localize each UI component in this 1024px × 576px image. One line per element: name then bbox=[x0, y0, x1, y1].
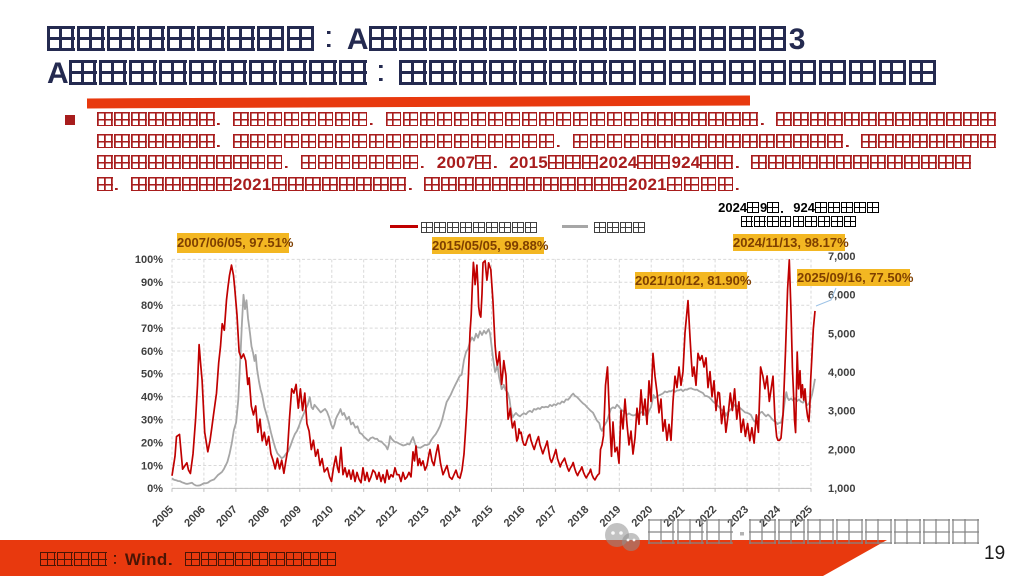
svg-text:30%: 30% bbox=[141, 415, 163, 427]
svg-text:40%: 40% bbox=[141, 392, 163, 404]
svg-text:2010: 2010 bbox=[310, 504, 336, 530]
svg-text:80%: 80% bbox=[141, 300, 163, 312]
svg-text:2014: 2014 bbox=[438, 503, 464, 529]
svg-text:2006: 2006 bbox=[182, 504, 208, 530]
svg-text:2013: 2013 bbox=[406, 504, 432, 530]
svg-text:2018: 2018 bbox=[566, 504, 592, 530]
svg-text:2015: 2015 bbox=[470, 504, 496, 530]
svg-text:20%: 20% bbox=[141, 437, 163, 449]
svg-text:2016: 2016 bbox=[502, 504, 528, 530]
svg-text:90%: 90% bbox=[141, 277, 163, 289]
svg-text:2009: 2009 bbox=[278, 504, 304, 530]
svg-text:4,000: 4,000 bbox=[828, 367, 856, 379]
svg-text:2007: 2007 bbox=[214, 504, 240, 530]
svg-text:7,000: 7,000 bbox=[828, 251, 856, 263]
svg-text:2005: 2005 bbox=[150, 504, 176, 530]
svg-text:2012: 2012 bbox=[374, 504, 400, 530]
svg-text:6,000: 6,000 bbox=[828, 290, 856, 302]
svg-text:0%: 0% bbox=[147, 483, 163, 495]
svg-text:2011: 2011 bbox=[342, 504, 367, 529]
svg-text:60%: 60% bbox=[141, 346, 163, 358]
svg-text:50%: 50% bbox=[141, 369, 163, 381]
svg-text:5,000: 5,000 bbox=[828, 328, 856, 340]
svg-text:70%: 70% bbox=[141, 323, 163, 335]
svg-text:2,000: 2,000 bbox=[828, 444, 856, 456]
svg-text:2017: 2017 bbox=[534, 504, 560, 530]
svg-text:100%: 100% bbox=[135, 254, 163, 266]
svg-text:1,000: 1,000 bbox=[828, 483, 856, 495]
svg-text:10%: 10% bbox=[141, 460, 163, 472]
svg-text:3,000: 3,000 bbox=[828, 406, 856, 418]
svg-text:2008: 2008 bbox=[246, 504, 272, 530]
